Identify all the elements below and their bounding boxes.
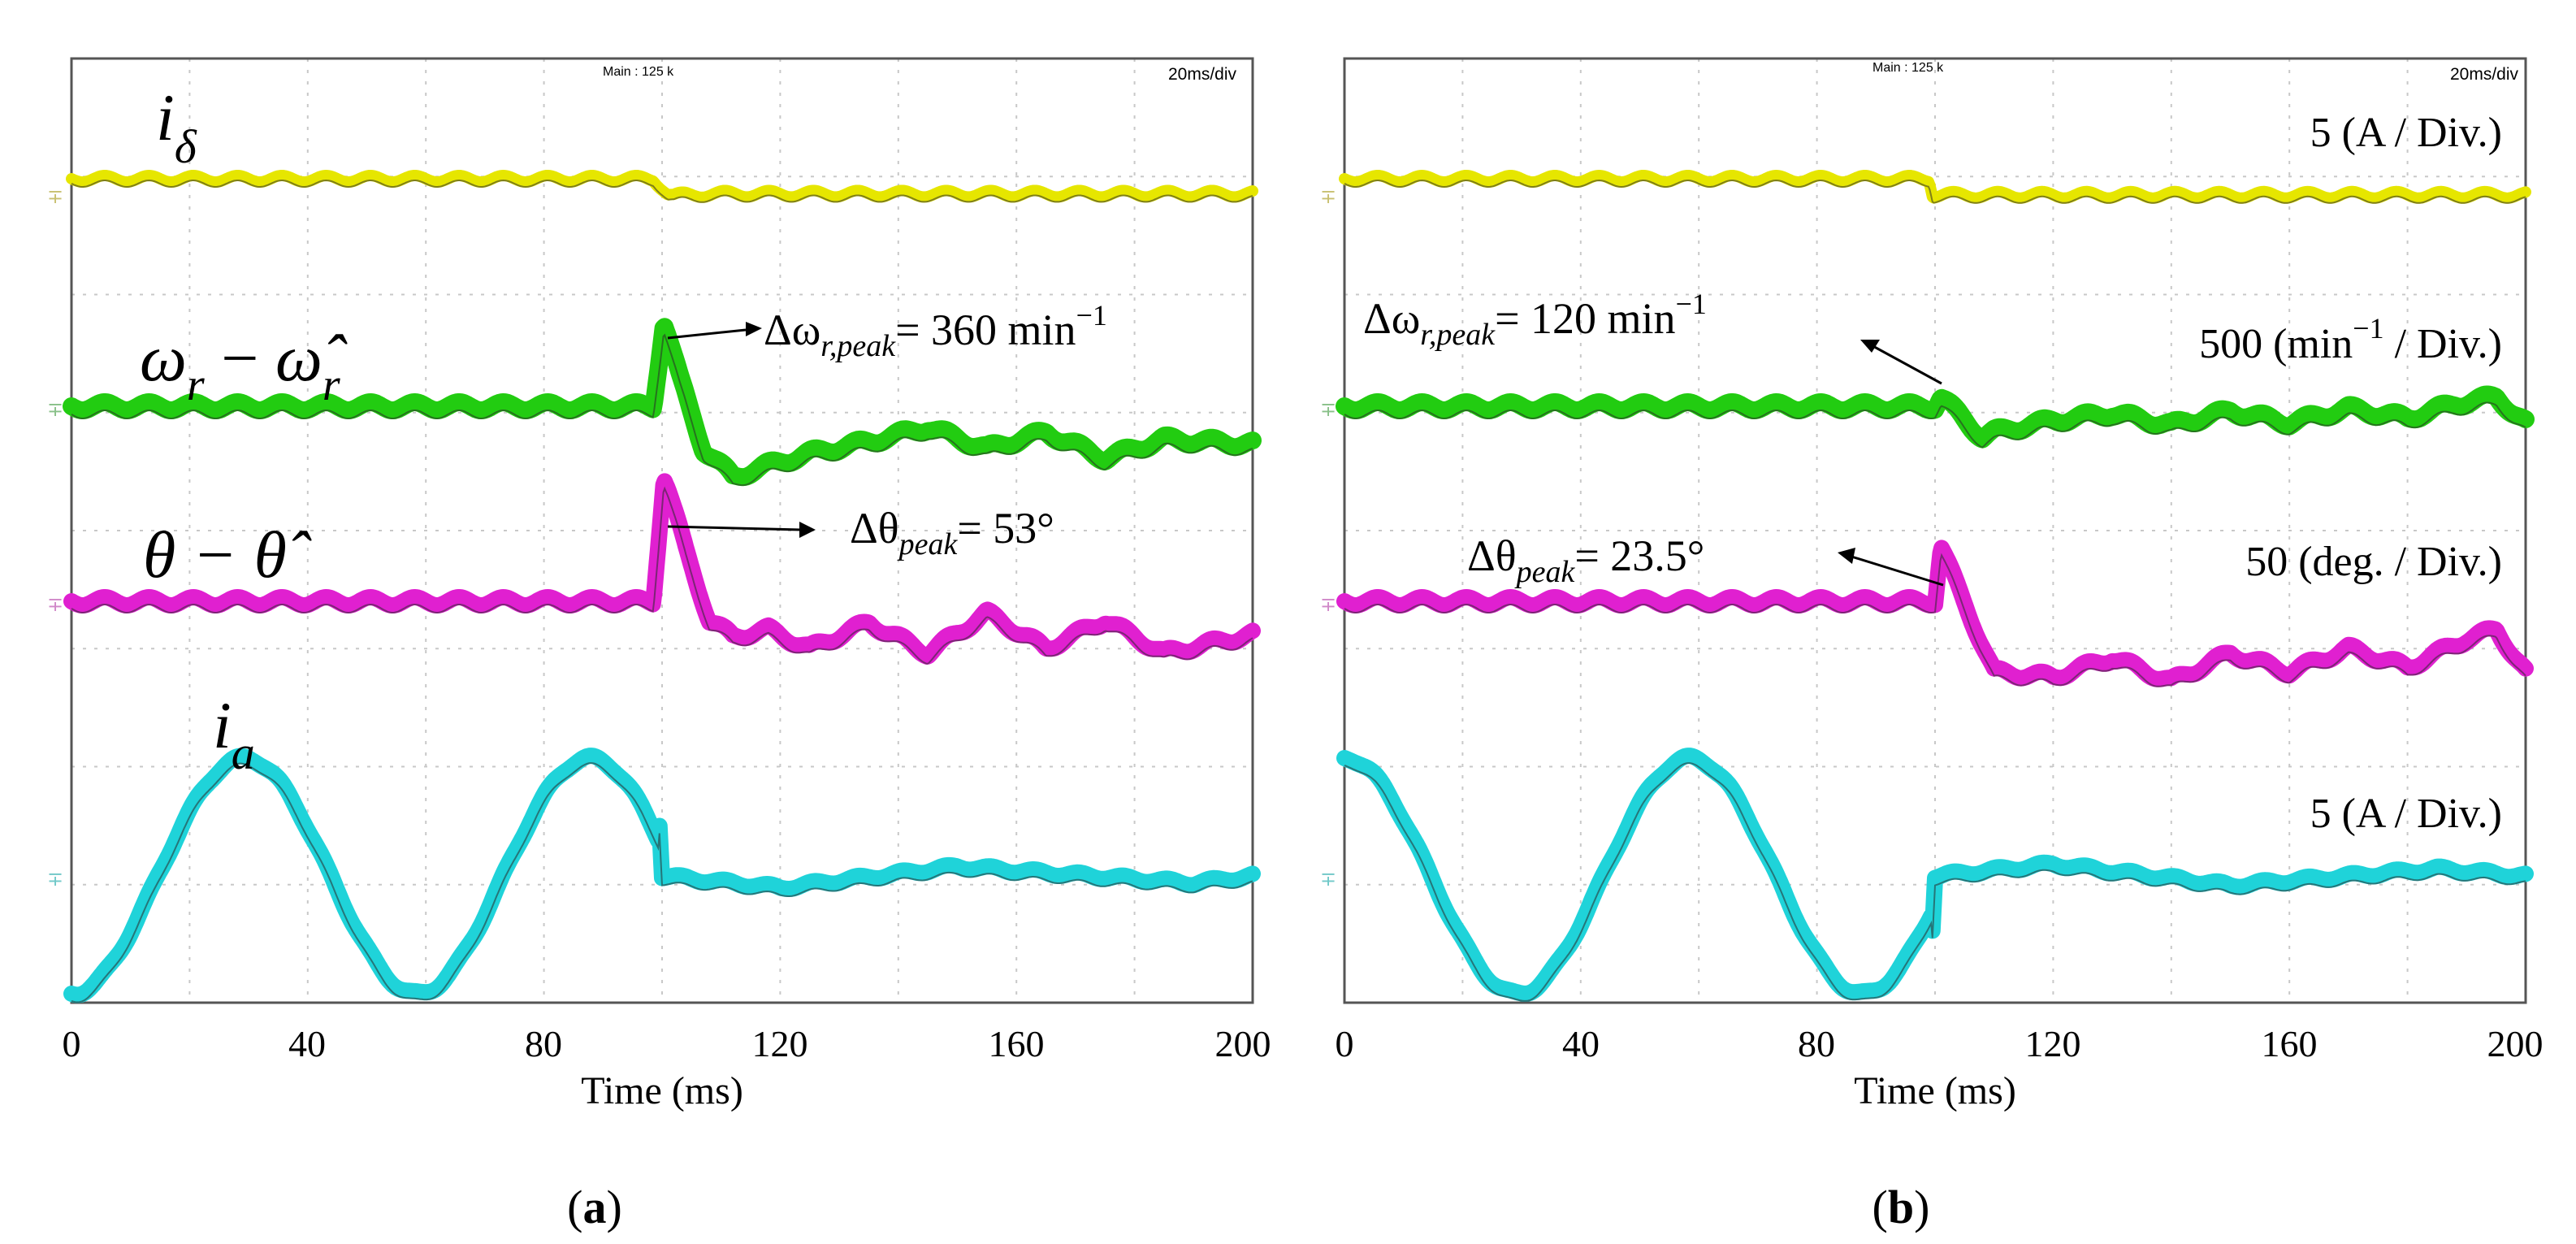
trace-edge-a-0 (71, 179, 1253, 203)
header-left-a: Main : 125 k (603, 65, 674, 79)
channel-marker-a-0: ∓ (47, 187, 63, 208)
scale-label-current-bottom-b: 5 (A / Div.) (2310, 791, 2502, 837)
annotation-delta-omega-b: Δωr,peak= 120 min−1 (1363, 288, 1942, 385)
trace-edge-b-1 (1344, 401, 2526, 449)
scope-panel-a: ∓∓∓∓ Main : 125 k 20ms/div iδ ωr − ω̂r θ… (47, 57, 1271, 1233)
x-tick-a-120: 120 (752, 1023, 808, 1064)
scope-frame-b (1343, 57, 2527, 1004)
x-tick-b-80: 80 (1798, 1023, 1835, 1064)
scope-panel-b: ∓∓∓∓ Main : 125 k 20ms/div 5 (A / Div.) … (1320, 57, 2544, 1233)
svg-text:Δωr,peak= 360 min−1: Δωr,peak= 360 min−1 (764, 299, 1107, 363)
channel-marker-b-1: ∓ (1320, 400, 1336, 421)
signal-label-theta-a: θ − θ̂ (143, 518, 312, 592)
trace-a-1 (63, 318, 1262, 487)
x-tick-b-120: 120 (2025, 1023, 2081, 1064)
panel-label-b: (b) (1872, 1181, 1930, 1233)
annotation-delta-theta-b: Δθpeak= 23.5° (1467, 531, 1944, 589)
grid-b: ∓ ∓ ∓ ∓ (1320, 59, 2526, 1003)
header-left-b: Main : 125 k (1872, 61, 1944, 75)
trace-edge-b-0 (1344, 179, 2526, 204)
x-tick-a-200: 200 (1215, 1023, 1271, 1064)
trace-edge-a-2 (71, 486, 1253, 665)
x-tick-b-200: 200 (2487, 1023, 2544, 1064)
channel-marker-b-0: ∓ (1320, 187, 1336, 208)
channel-marker-a-3: ∓ (47, 869, 63, 891)
panel-label-a: (a) (567, 1181, 622, 1233)
annotation-delta-theta-a: Δθpeak= 53° (667, 504, 1054, 561)
x-tick-b-160: 160 (2262, 1023, 2318, 1064)
scale-label-speed-b: 500 (min−1 / Div.) (2199, 312, 2502, 367)
x-axis-label-b: Time (ms) (1854, 1069, 2016, 1112)
signal-label-i-a-a: ia (213, 688, 255, 779)
svg-text:Δωr,peak= 120 min−1: Δωr,peak= 120 min−1 (1363, 288, 1707, 352)
trace-edge-b-2 (1344, 553, 2526, 687)
trace-edge-a-1 (71, 333, 1253, 487)
traces-b (1336, 170, 2535, 1002)
svg-text:Δθpeak= 23.5°: Δθpeak= 23.5° (1467, 531, 1704, 589)
x-tick-b-40: 40 (1562, 1023, 1600, 1064)
channel-marker-a-1: ∓ (47, 400, 63, 421)
trace-edge-a-3 (71, 762, 1253, 1003)
x-tick-a-40: 40 (288, 1023, 326, 1064)
channel-marker-a-2: ∓ (47, 595, 63, 616)
traces-a (63, 170, 1262, 1003)
x-axis-label-a: Time (ms) (581, 1069, 743, 1112)
annotation-delta-omega-a: Δωr,peak= 360 min−1 (667, 299, 1107, 363)
x-tick-a-160: 160 (989, 1023, 1045, 1064)
header-right-a: 20ms/div (1168, 65, 1237, 84)
x-tick-a-80: 80 (525, 1023, 562, 1064)
signal-label-i-delta-a: iδ (156, 80, 197, 173)
header-right-b: 20ms/div (2450, 65, 2519, 84)
scale-label-current-top-b: 5 (A / Div.) (2310, 110, 2502, 156)
scope-frame-a (70, 57, 1254, 1004)
trace-edge-b-3 (1344, 762, 2526, 1002)
scale-label-angle-b: 50 (deg. / Div.) (2245, 539, 2502, 585)
trace-b-0 (1339, 170, 2531, 204)
trace-a-0 (66, 170, 1258, 203)
trace-b-3 (1336, 748, 2534, 1002)
trace-b-1 (1336, 385, 2535, 449)
x-tick-b-0: 0 (1336, 1023, 1354, 1064)
channel-marker-b-3: ∓ (1320, 869, 1336, 891)
channel-marker-b-2: ∓ (1320, 595, 1336, 616)
svg-text:Δθpeak= 53°: Δθpeak= 53° (850, 504, 1054, 561)
x-tick-a-0: 0 (63, 1023, 81, 1064)
